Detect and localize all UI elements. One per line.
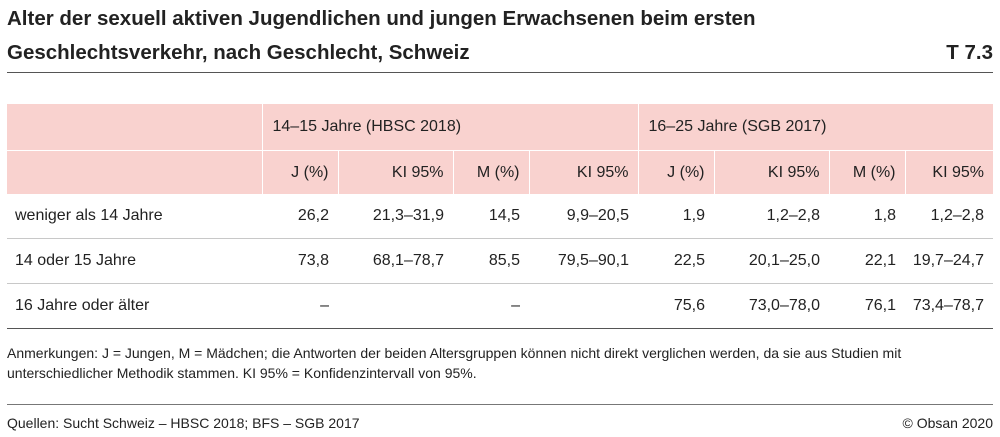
- group-header-hbsc: 14–15 Jahre (HBSC 2018): [261, 104, 638, 151]
- copyright: © Obsan 2020: [902, 415, 994, 431]
- table-cell: –: [262, 283, 338, 329]
- table-cell: 1,8: [829, 194, 905, 239]
- row-label: weniger als 14 Jahre: [7, 194, 262, 239]
- col-header: J (%): [261, 150, 338, 194]
- table-cell: 85,5: [453, 238, 529, 284]
- header-stub-sub: [7, 150, 262, 194]
- table-cell: –: [453, 283, 529, 329]
- table-cell: 26,2: [262, 194, 338, 239]
- table-cell: 1,2–2,8: [905, 194, 993, 239]
- table-code: T 7.3: [946, 41, 993, 64]
- table-title: Alter der sexuell aktiven Jugendlichen u…: [7, 7, 756, 64]
- table-cell: 79,5–90,1: [529, 238, 638, 284]
- table-cell: 73,8: [262, 238, 338, 284]
- col-header: J (%): [637, 150, 714, 194]
- source-note: Quellen: Sucht Schweiz – HBSC 2018; BFS …: [7, 415, 360, 431]
- col-header: M (%): [828, 150, 905, 194]
- row-label: 14 oder 15 Jahre: [7, 238, 262, 284]
- table-cell: 73,0–78,0: [714, 283, 829, 329]
- table-cell: 14,5: [453, 194, 529, 239]
- table-cell: 1,2–2,8: [714, 194, 829, 239]
- col-header: KI 95%: [713, 150, 829, 194]
- group-header-sgb: 16–25 Jahre (SGB 2017): [637, 104, 993, 151]
- col-header: KI 95%: [904, 150, 993, 194]
- col-header: KI 95%: [337, 150, 453, 194]
- table-cell: [529, 283, 638, 329]
- data-table: 14–15 Jahre (HBSC 2018) 16–25 Jahre (SGB…: [7, 104, 993, 329]
- col-header: KI 95%: [528, 150, 638, 194]
- table-cell: 22,5: [638, 238, 714, 284]
- col-header: M (%): [452, 150, 529, 194]
- table-cell: 20,1–25,0: [714, 238, 829, 284]
- header-stub: [7, 104, 262, 151]
- table-cell: 22,1: [829, 238, 905, 284]
- table-row: weniger als 14 Jahre 26,2 21,3–31,9 14,5…: [7, 194, 993, 239]
- table-row: 16 Jahre oder älter – – 75,6 73,0–78,0 7…: [7, 283, 993, 329]
- table-cell: 19,7–24,7: [905, 238, 993, 284]
- row-label: 16 Jahre oder älter: [7, 283, 262, 329]
- table-cell: 76,1: [829, 283, 905, 329]
- table-cell: 1,9: [638, 194, 714, 239]
- table-cell: 68,1–78,7: [338, 238, 453, 284]
- table-cell: 9,9–20,5: [529, 194, 638, 239]
- table-notes: Anmerkungen: J = Jungen, M = Mädchen; di…: [7, 345, 902, 381]
- table-cell: 73,4–78,7: [905, 283, 993, 329]
- table-cell: 21,3–31,9: [338, 194, 453, 239]
- table-cell: [338, 283, 453, 329]
- top-rule: [7, 72, 993, 73]
- table-row: 14 oder 15 Jahre 73,8 68,1–78,7 85,5 79,…: [7, 238, 993, 284]
- bottom-rule: [7, 404, 993, 405]
- table-cell: 75,6: [638, 283, 714, 329]
